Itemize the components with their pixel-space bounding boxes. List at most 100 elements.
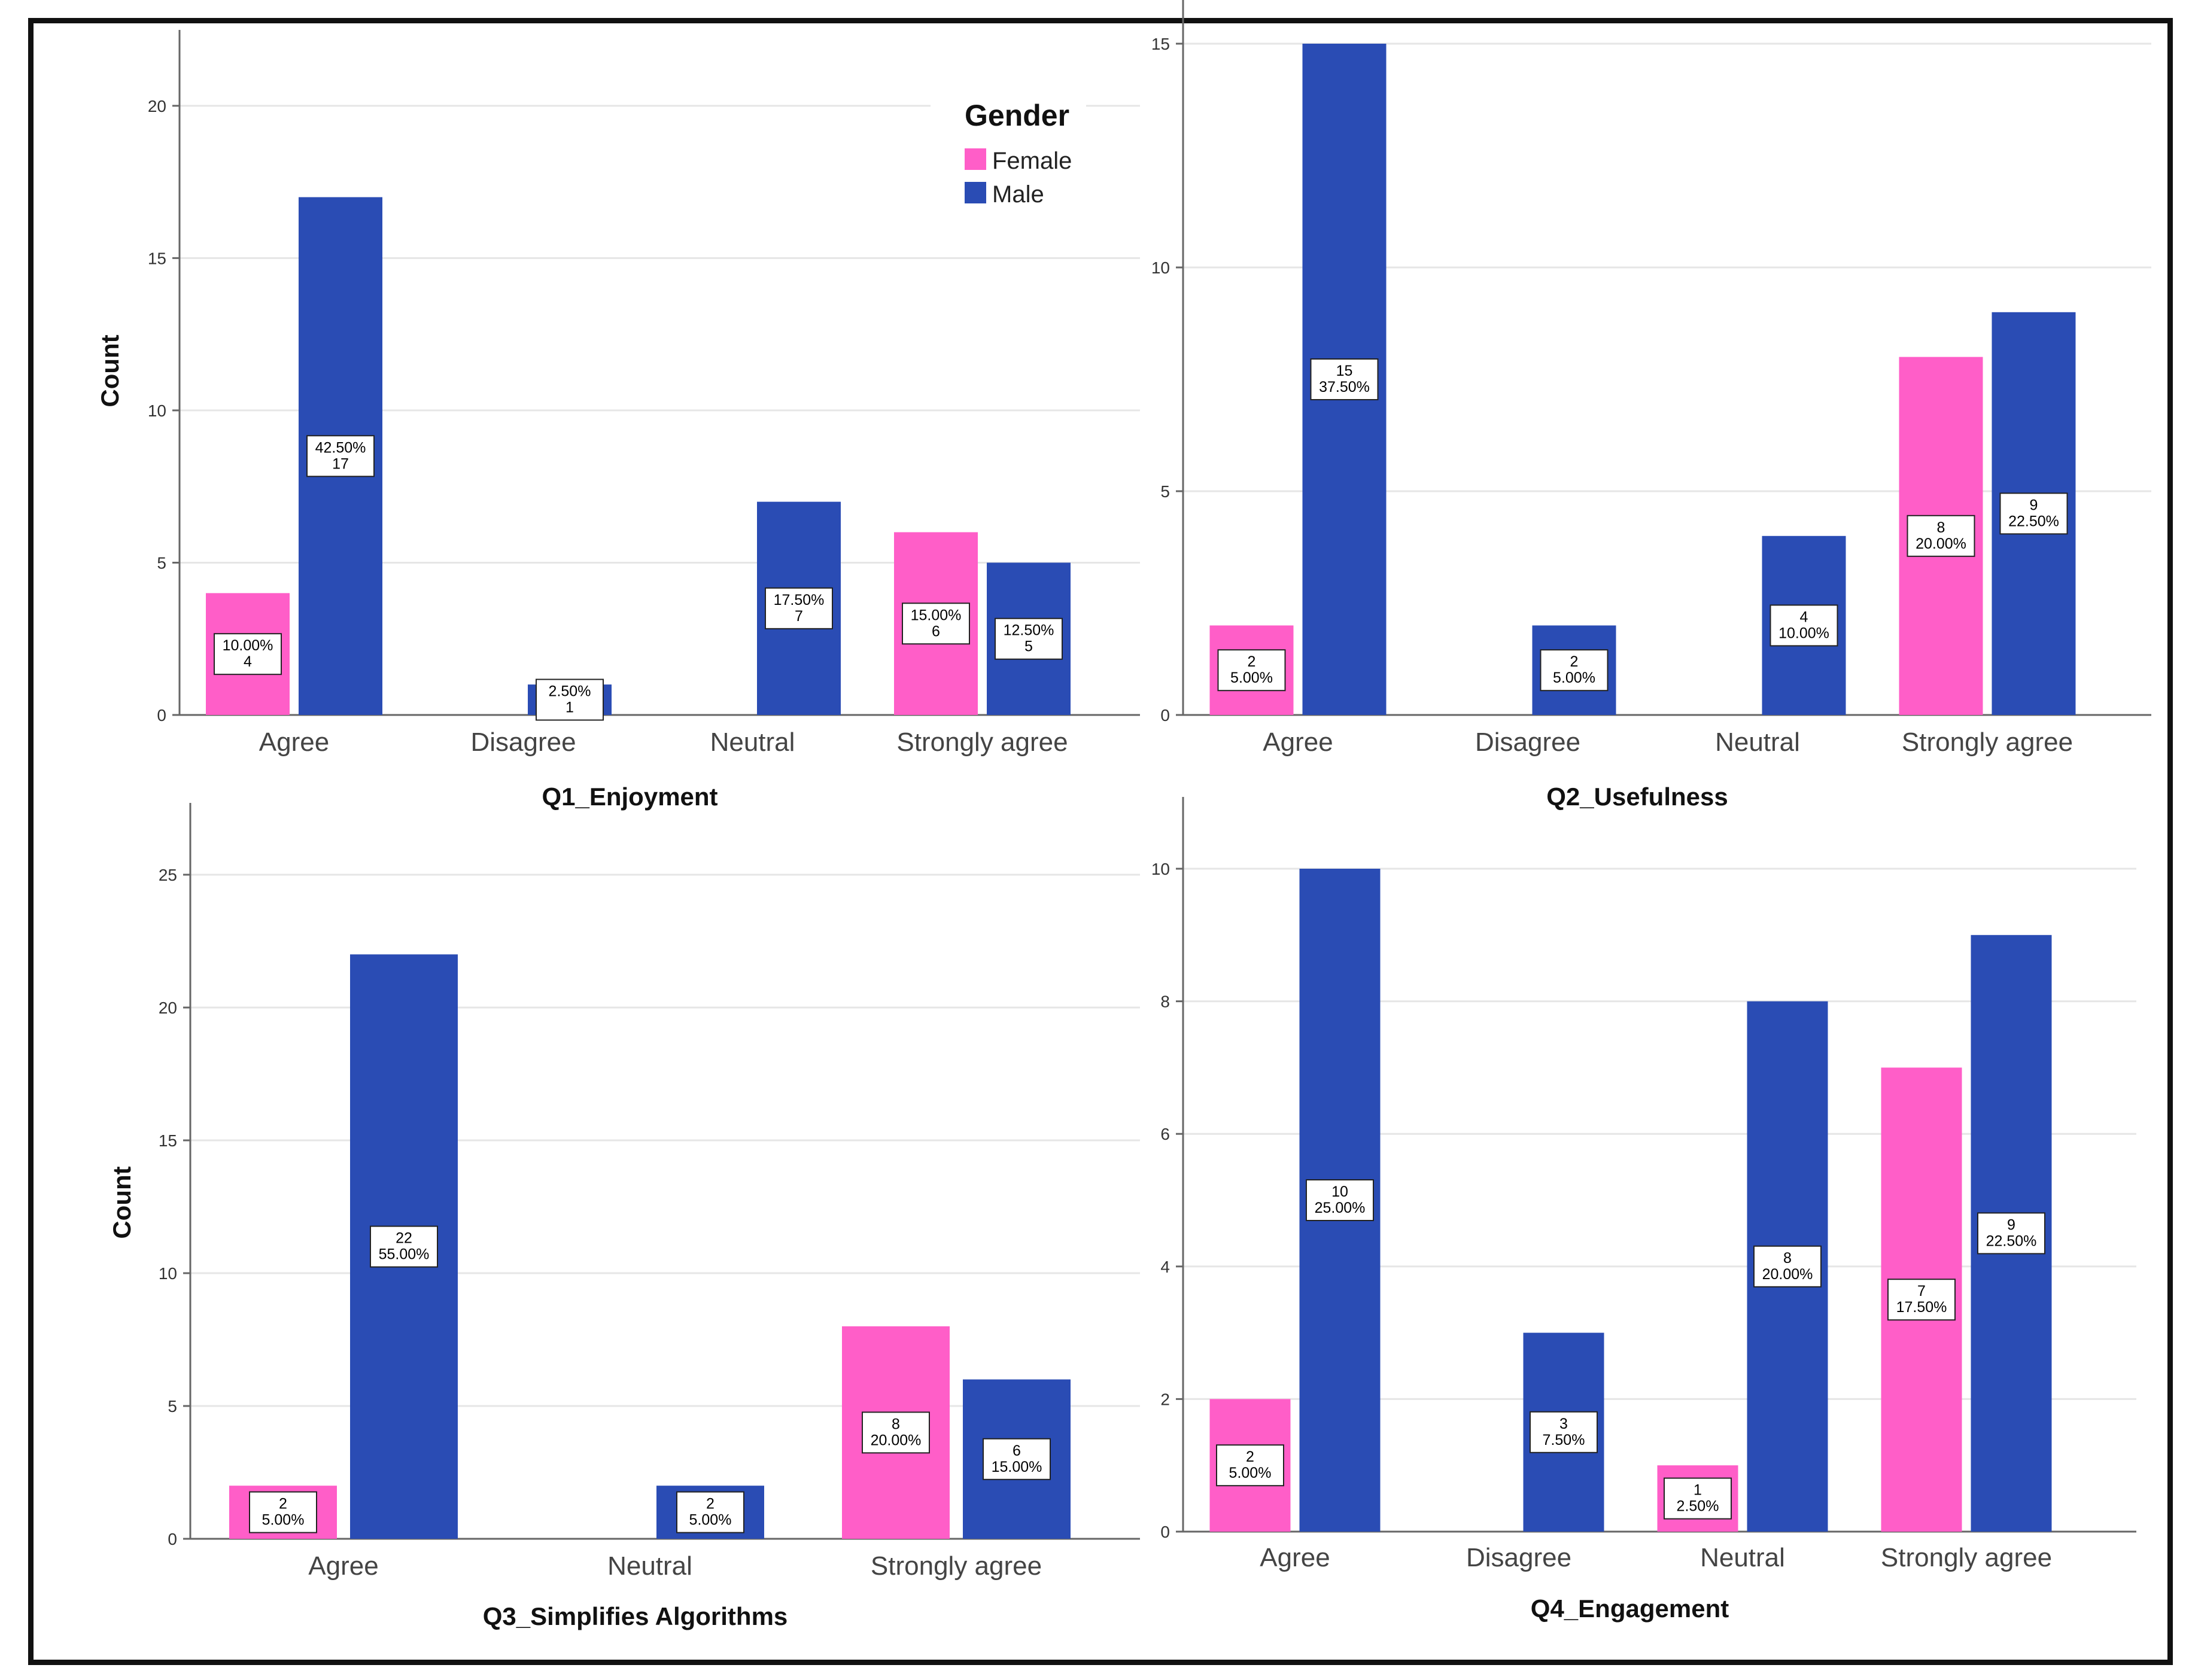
data-label-male-disagree: 37.50% (1530, 1411, 1598, 1453)
chart-4-q4-engagement: 024681025.00%1025.00%Agree37.50%Disagree… (1151, 797, 2136, 1623)
x-axis-title: Q4_Engagement (1531, 1594, 1729, 1623)
legend-label-female: Female (992, 148, 1072, 174)
data-label-text: 20.00% (1916, 535, 1966, 552)
data-label-text: 10.00% (1778, 625, 1829, 641)
data-label-female-agree: 25.00% (249, 1491, 317, 1533)
data-label-box (214, 633, 282, 675)
data-label-box (983, 1438, 1051, 1480)
data-label-male-neutral: 820.00% (1753, 1245, 1822, 1288)
chart-1-q1-enjoyment: 0510152010.00%442.50%17Agree2.50%1Disagr… (96, 30, 1140, 811)
data-label-text: 20.00% (871, 1432, 922, 1448)
data-label-box (676, 1491, 744, 1533)
data-label-text: 4 (1800, 608, 1808, 625)
y-tick-label: 20 (159, 999, 177, 1017)
data-label-text: 9 (2007, 1216, 2015, 1233)
y-tick-label: 10 (1151, 860, 1170, 878)
data-label-text: 5.00% (1553, 669, 1595, 686)
data-label-text: 17 (332, 455, 349, 472)
data-label-text: 4 (244, 653, 252, 670)
data-label-box (1216, 1444, 1284, 1487)
data-label-text: 17.50% (774, 592, 825, 608)
legend-swatch-female (965, 148, 986, 170)
y-tick-label: 10 (159, 1264, 177, 1283)
data-label-male-strongly-agree: 922.50% (1977, 1212, 2045, 1255)
data-label-text: 1 (1694, 1482, 1702, 1499)
chart-2-q2-usefulness: 05101525.00%1537.50%Agree25.00%Disagree4… (1151, 0, 2151, 811)
data-label-female-strongly-agree: 820.00% (862, 1411, 930, 1454)
data-label-text: 2 (1570, 653, 1579, 670)
y-tick-label: 0 (1160, 1523, 1170, 1541)
gender-legend: Gender Female Male (931, 81, 1086, 227)
category-label-disagree: Disagree (470, 728, 576, 757)
data-label-female-strongly-agree: 717.50% (1887, 1279, 1956, 1321)
data-label-box (536, 678, 604, 721)
y-tick-label: 8 (1160, 993, 1170, 1011)
data-label-female-agree: 10.00%4 (214, 633, 282, 675)
legend-label-male: Male (992, 181, 1044, 208)
data-label-male-disagree: 2.50%1 (536, 678, 604, 721)
chart-3-q3-simplifies-algorithms: 051015202525.00%2255.00%Agree25.00%Neutr… (108, 803, 1140, 1630)
data-label-text: 12.50% (1004, 622, 1054, 639)
x-axis-title: Q2_Usefulness (1546, 783, 1728, 811)
data-label-box (1977, 1212, 2045, 1255)
category-label-agree: Agree (1263, 728, 1333, 757)
data-label-text: 2 (279, 1496, 287, 1512)
data-label-male-neutral: 25.00% (676, 1491, 744, 1533)
data-label-male-neutral: 17.50%7 (765, 587, 833, 629)
data-label-box (1310, 358, 1379, 400)
x-axis-title: Q1_Enjoyment (542, 783, 717, 811)
data-label-male-disagree: 25.00% (1540, 649, 1609, 692)
data-label-text: 15.00% (992, 1459, 1042, 1475)
data-label-box (1907, 515, 1975, 557)
y-axis-title: Count (108, 1166, 136, 1238)
data-label-text: 1 (565, 699, 574, 716)
data-label-box (765, 587, 833, 629)
y-tick-label: 10 (148, 401, 166, 420)
data-label-text: 22 (396, 1230, 412, 1247)
data-label-text: 3 (1559, 1416, 1568, 1432)
y-tick-label: 4 (1160, 1258, 1170, 1276)
data-label-box (1306, 1179, 1374, 1221)
y-tick-label: 25 (159, 866, 177, 884)
y-tick-label: 0 (168, 1530, 177, 1548)
x-axis-title: Q3_Simplifies Algorithms (483, 1602, 788, 1630)
category-label-neutral: Neutral (1700, 1543, 1785, 1572)
data-label-text: 22.50% (2008, 513, 2059, 529)
data-label-text: 6 (932, 623, 940, 640)
data-label-female-strongly-agree: 15.00%6 (902, 602, 970, 645)
data-label-text: 2 (1246, 1448, 1254, 1465)
legend-background (931, 81, 1086, 227)
data-label-text: 2.50% (549, 683, 591, 700)
data-label-box (370, 1225, 438, 1268)
data-label-text: 22.50% (1986, 1232, 2037, 1249)
data-label-box (1540, 649, 1609, 692)
data-label-box (902, 602, 970, 645)
legend-title: Gender (965, 99, 1069, 132)
category-label-neutral: Neutral (1715, 728, 1800, 757)
data-label-text: 8 (1783, 1250, 1792, 1267)
y-tick-label: 15 (148, 249, 166, 267)
data-label-box (1664, 1477, 1732, 1520)
data-label-text: 2 (1248, 653, 1256, 670)
data-label-male-strongly-agree: 922.50% (1999, 492, 2068, 535)
data-label-text: 25.00% (1315, 1200, 1366, 1216)
data-label-text: 8 (892, 1416, 900, 1432)
data-label-text: 8 (1937, 519, 1945, 536)
data-label-text: 9 (2030, 497, 2038, 513)
data-label-text: 15.00% (911, 607, 962, 623)
data-label-box (1217, 649, 1286, 692)
category-label-neutral: Neutral (710, 728, 795, 757)
category-label-agree: Agree (259, 728, 329, 757)
data-label-box (1530, 1411, 1598, 1453)
data-label-text: 42.50% (315, 439, 366, 456)
data-label-text: 7.50% (1543, 1432, 1585, 1448)
category-label-strongly-agree: Strongly agree (1902, 728, 2073, 757)
y-axis-title: Count (96, 334, 124, 407)
data-label-text: 5.00% (689, 1512, 732, 1529)
data-label-male-strongly-agree: 615.00% (983, 1438, 1051, 1480)
category-label-strongly-agree: Strongly agree (1881, 1543, 2052, 1572)
y-tick-label: 5 (168, 1397, 177, 1416)
